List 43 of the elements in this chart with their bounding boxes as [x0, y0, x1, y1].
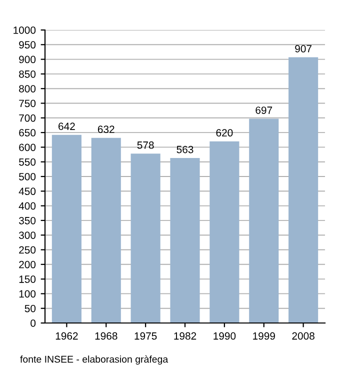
bar: [91, 138, 121, 323]
y-tick-label: 750: [19, 100, 36, 108]
y-tick-label: 900: [19, 56, 36, 64]
y-tick-label: 350: [18, 216, 36, 224]
y-tick-label: 650: [19, 129, 36, 136]
bar: [288, 57, 318, 323]
data-label: 697: [256, 106, 272, 114]
bar: [130, 154, 160, 323]
x-tick-label: 1968: [95, 332, 118, 340]
bar: [52, 134, 82, 323]
x-tick-label: 1975: [134, 332, 157, 340]
y-tick-label: 250: [19, 246, 36, 254]
y-tick-label: 700: [19, 114, 36, 122]
bar: [170, 158, 200, 323]
data-label: 563: [176, 146, 194, 154]
y-tick-label: 1000: [14, 26, 36, 34]
bar: [249, 118, 279, 323]
y-tick-label: 400: [18, 202, 36, 210]
y-tick-label: 800: [19, 85, 36, 92]
x-tick-label: 1990: [214, 332, 236, 340]
y-tick-label: 100: [19, 290, 36, 298]
y-tick-label: 550: [19, 158, 36, 166]
bar: [210, 141, 240, 323]
x-tick-label: 2008: [292, 332, 314, 340]
y-tick-label: 500: [19, 173, 36, 180]
source-note: fonte INSEE - elaborasion gràfega: [20, 355, 168, 365]
y-tick-label: 950: [19, 41, 36, 49]
y-tick-label: 150: [19, 276, 36, 283]
data-label: 907: [295, 45, 312, 52]
data-label: 578: [137, 141, 154, 149]
data-label: 642: [58, 122, 75, 130]
y-tick-label: 0: [30, 320, 36, 327]
x-tick-label: 1999: [253, 332, 275, 340]
y-tick-label: 450: [18, 188, 36, 196]
y-tick-label: 300: [18, 232, 36, 239]
y-tick-label: 850: [19, 70, 36, 78]
y-tick-label: 600: [19, 144, 36, 152]
y-tick-label: 50: [24, 304, 36, 312]
data-label: 620: [216, 129, 233, 137]
y-tick-label: 200: [19, 260, 36, 268]
x-tick-label: 1962: [56, 332, 78, 340]
x-tick-label: 1982: [174, 332, 196, 340]
data-label: 632: [98, 126, 114, 133]
